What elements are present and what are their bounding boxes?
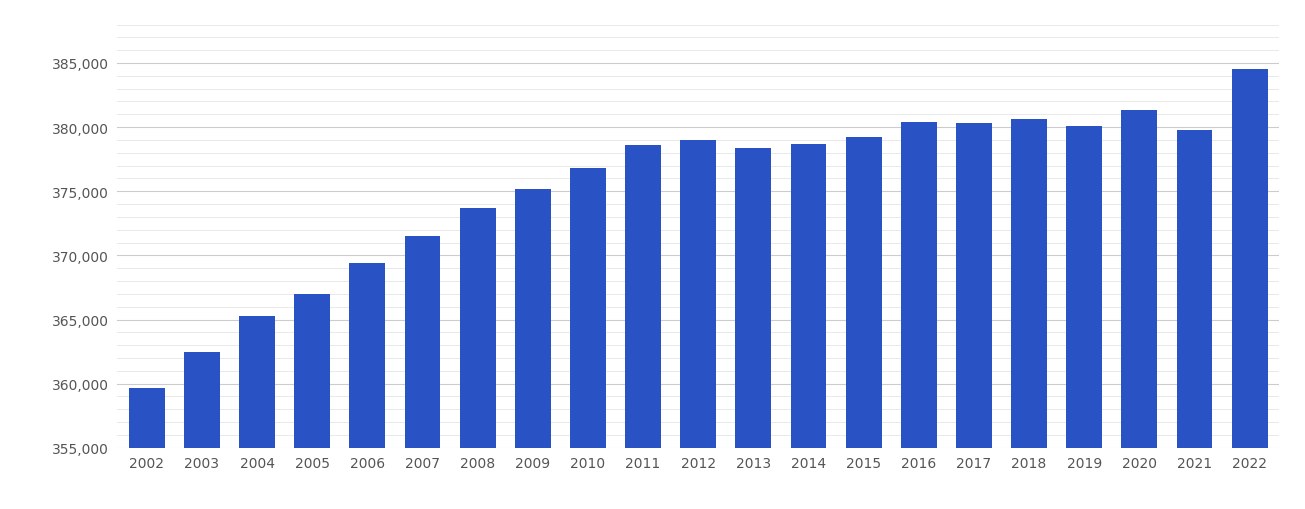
Bar [900, 123, 937, 448]
Bar [294, 294, 330, 448]
Bar [515, 189, 551, 448]
Bar [1177, 130, 1212, 448]
Bar [1066, 127, 1103, 448]
Bar [1011, 120, 1047, 448]
Bar [625, 146, 660, 448]
Bar [1121, 111, 1158, 448]
Bar [680, 140, 716, 448]
Bar [1232, 70, 1267, 448]
Bar [184, 352, 219, 448]
Bar [129, 388, 164, 448]
Bar [459, 209, 496, 448]
Bar [570, 169, 606, 448]
Bar [239, 316, 275, 448]
Bar [846, 138, 881, 448]
Bar [405, 237, 440, 448]
Bar [736, 148, 771, 448]
Bar [791, 145, 826, 448]
Bar [957, 124, 992, 448]
Bar [350, 264, 385, 448]
